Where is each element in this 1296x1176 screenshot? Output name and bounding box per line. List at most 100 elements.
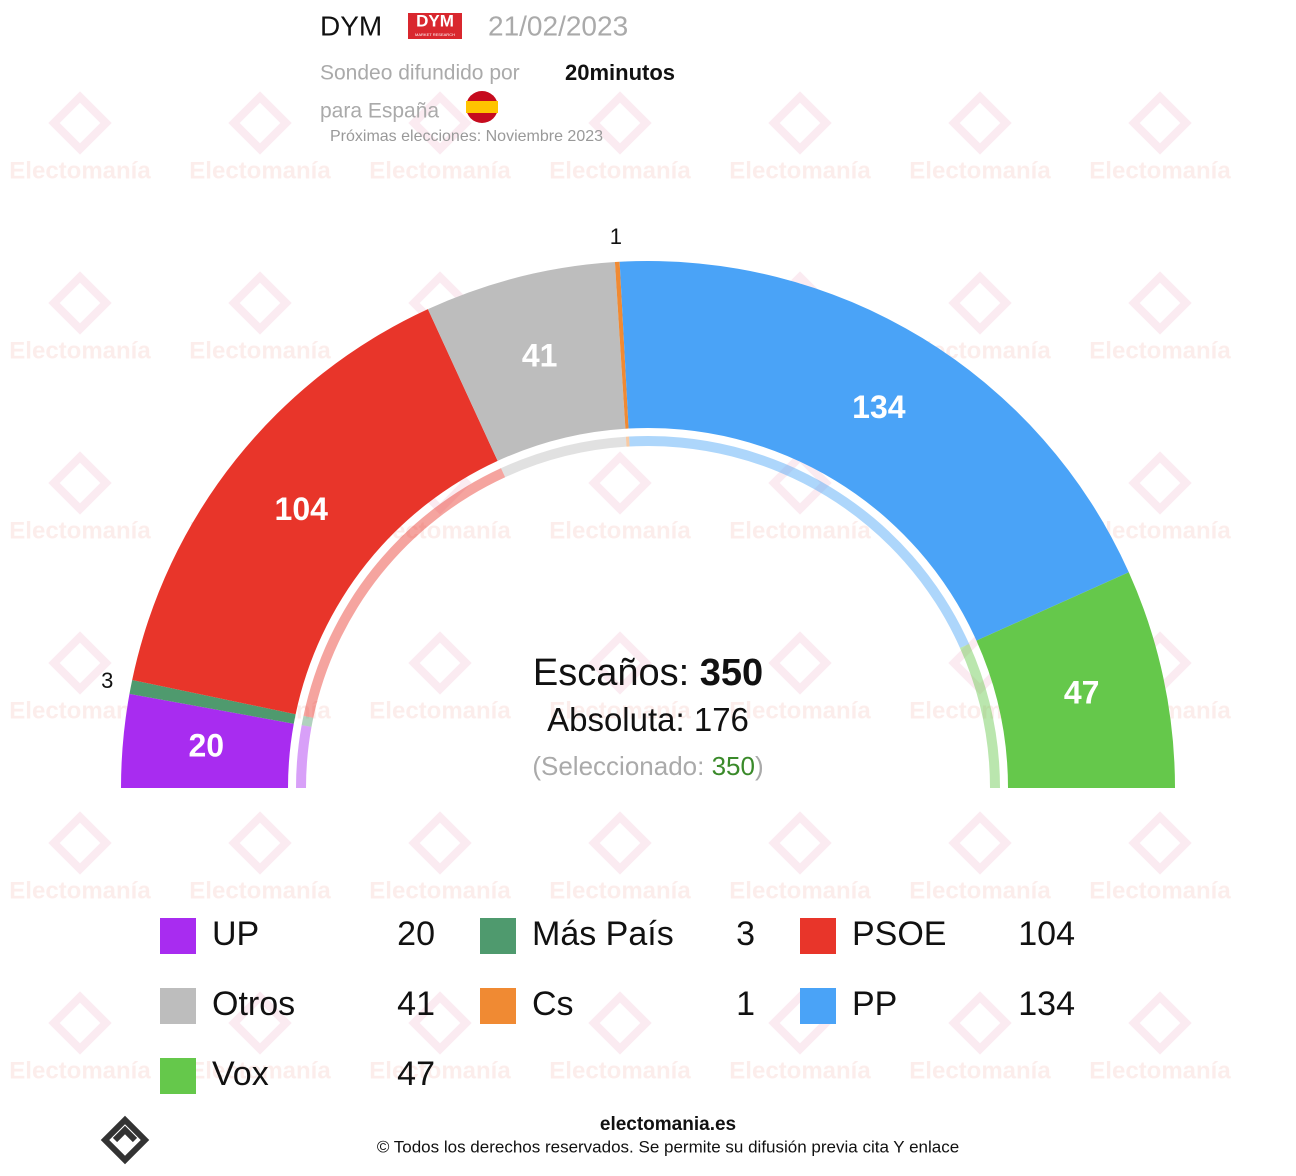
watermark-text: Electomanía bbox=[9, 517, 151, 544]
published-label: Sondeo difundido por bbox=[320, 62, 520, 85]
watermark-text: Electomanía bbox=[369, 157, 511, 184]
watermark-text: Electomanía bbox=[9, 877, 151, 904]
watermark-text: Electomanía bbox=[549, 157, 691, 184]
watermark-text: Electomanía bbox=[729, 1057, 871, 1084]
watermark-text: Electomanía bbox=[369, 1057, 511, 1084]
selection-segment bbox=[301, 715, 314, 727]
majority-label: Absoluta: bbox=[547, 701, 685, 738]
watermark-text: Electomanía bbox=[9, 157, 151, 184]
legend-name: UP bbox=[212, 915, 259, 953]
seats-label: Escaños: bbox=[533, 652, 689, 694]
seats-value: 350 bbox=[700, 652, 763, 694]
watermark-icon bbox=[588, 631, 652, 695]
legend-icon bbox=[160, 1058, 196, 1094]
selected: (Seleccionado: 350) bbox=[532, 751, 763, 781]
selected-value: 350 bbox=[712, 751, 755, 781]
legend-value: 47 bbox=[397, 1055, 435, 1093]
site: electomania.es bbox=[600, 1114, 736, 1135]
legend-value: 1 bbox=[736, 985, 755, 1023]
watermark-text: Electomanía bbox=[189, 337, 331, 364]
watermark-text: Electomanía bbox=[909, 877, 1051, 904]
seat-label: 20 bbox=[188, 728, 224, 764]
watermark-text: Electomanía bbox=[729, 697, 871, 724]
watermark-text: Electomanía bbox=[369, 697, 511, 724]
watermark-icon bbox=[768, 451, 832, 515]
watermark-icon bbox=[768, 91, 832, 155]
parliament: 20 3 104 41 1 134 47 bbox=[101, 224, 1175, 788]
watermark-icon bbox=[588, 991, 652, 1055]
legend-name: Vox bbox=[212, 1055, 269, 1093]
logo-sub: MARKET RESEARCH bbox=[415, 32, 455, 37]
seat-segment bbox=[121, 693, 294, 788]
watermark-icon bbox=[48, 91, 112, 155]
watermark-icon bbox=[1128, 451, 1192, 515]
legend-name: Otros bbox=[212, 985, 295, 1023]
seat-label: 104 bbox=[275, 491, 329, 527]
watermark-icon bbox=[48, 271, 112, 335]
legend-name: PSOE bbox=[852, 915, 946, 953]
watermark-text: Electomanía bbox=[1089, 157, 1231, 184]
watermark-text: Electomanía bbox=[189, 1057, 331, 1084]
seat-segment bbox=[427, 262, 626, 461]
watermark-text: Electomanía bbox=[909, 157, 1051, 184]
watermark-text: Electomanía bbox=[549, 1057, 691, 1084]
legend-value: 20 bbox=[397, 915, 435, 953]
legend-icon bbox=[480, 988, 516, 1024]
watermark-icon bbox=[588, 451, 652, 515]
footer-logo bbox=[100, 1115, 150, 1165]
watermark-icon bbox=[408, 91, 472, 155]
publisher: 20minutos bbox=[565, 60, 675, 85]
watermark-text: Electomanía bbox=[1089, 877, 1231, 904]
seats-total: Escaños: 350 bbox=[533, 652, 763, 694]
seat-segment bbox=[619, 261, 1129, 641]
legend-value: 134 bbox=[1018, 985, 1075, 1023]
legend-name: PP bbox=[852, 985, 897, 1023]
pollster: DYM bbox=[320, 10, 382, 41]
watermark-icon bbox=[1128, 811, 1192, 875]
legend-value: 104 bbox=[1018, 915, 1075, 953]
watermark-text: Electomanía bbox=[1089, 1057, 1231, 1084]
watermark-icon bbox=[768, 811, 832, 875]
legend-icon bbox=[800, 988, 836, 1024]
watermark-icon bbox=[228, 91, 292, 155]
legend-name: Más País bbox=[532, 915, 674, 953]
watermark-text: Electomanía bbox=[549, 697, 691, 724]
legend-value: 3 bbox=[736, 915, 755, 953]
majority-value: 176 bbox=[694, 701, 749, 738]
watermark-icon bbox=[588, 91, 652, 155]
watermark-icon bbox=[228, 271, 292, 335]
flag-band bbox=[466, 101, 498, 113]
seat-segment bbox=[976, 572, 1175, 788]
watermark-icon bbox=[48, 631, 112, 695]
watermark-icon bbox=[1128, 91, 1192, 155]
pollster-logo bbox=[408, 13, 462, 39]
selected-close: ) bbox=[755, 751, 764, 781]
seat-segment bbox=[132, 309, 498, 715]
watermark-icon bbox=[228, 991, 292, 1055]
watermark-icon bbox=[1128, 271, 1192, 335]
watermark-icon bbox=[48, 451, 112, 515]
watermark-icon bbox=[948, 991, 1012, 1055]
legend-icon bbox=[160, 918, 196, 954]
majority: Absoluta: 176 bbox=[547, 701, 749, 738]
selection-segment bbox=[629, 436, 970, 648]
legend-icon bbox=[160, 988, 196, 1024]
watermark-text: Electomanía bbox=[1089, 517, 1231, 544]
poll-date: 21/02/2023 bbox=[488, 10, 628, 41]
legend-value: 41 bbox=[397, 985, 435, 1023]
seat-segment bbox=[614, 261, 629, 429]
rights: © Todos los derechos reservados. Se perm… bbox=[377, 1137, 959, 1156]
selection-segment bbox=[960, 643, 1000, 788]
selection-segment bbox=[625, 436, 630, 447]
watermark-icon bbox=[48, 811, 112, 875]
watermark-text: Electomanía bbox=[549, 877, 691, 904]
legend-icon bbox=[800, 918, 836, 954]
legend-name: Cs bbox=[532, 985, 574, 1023]
watermark-text: Electomanía bbox=[729, 157, 871, 184]
watermark-icon bbox=[768, 631, 832, 695]
watermark-text: Electomanía bbox=[1089, 337, 1231, 364]
seat-segment bbox=[129, 679, 296, 724]
watermark-icon bbox=[588, 811, 652, 875]
watermark-text: Electomanía bbox=[189, 877, 331, 904]
